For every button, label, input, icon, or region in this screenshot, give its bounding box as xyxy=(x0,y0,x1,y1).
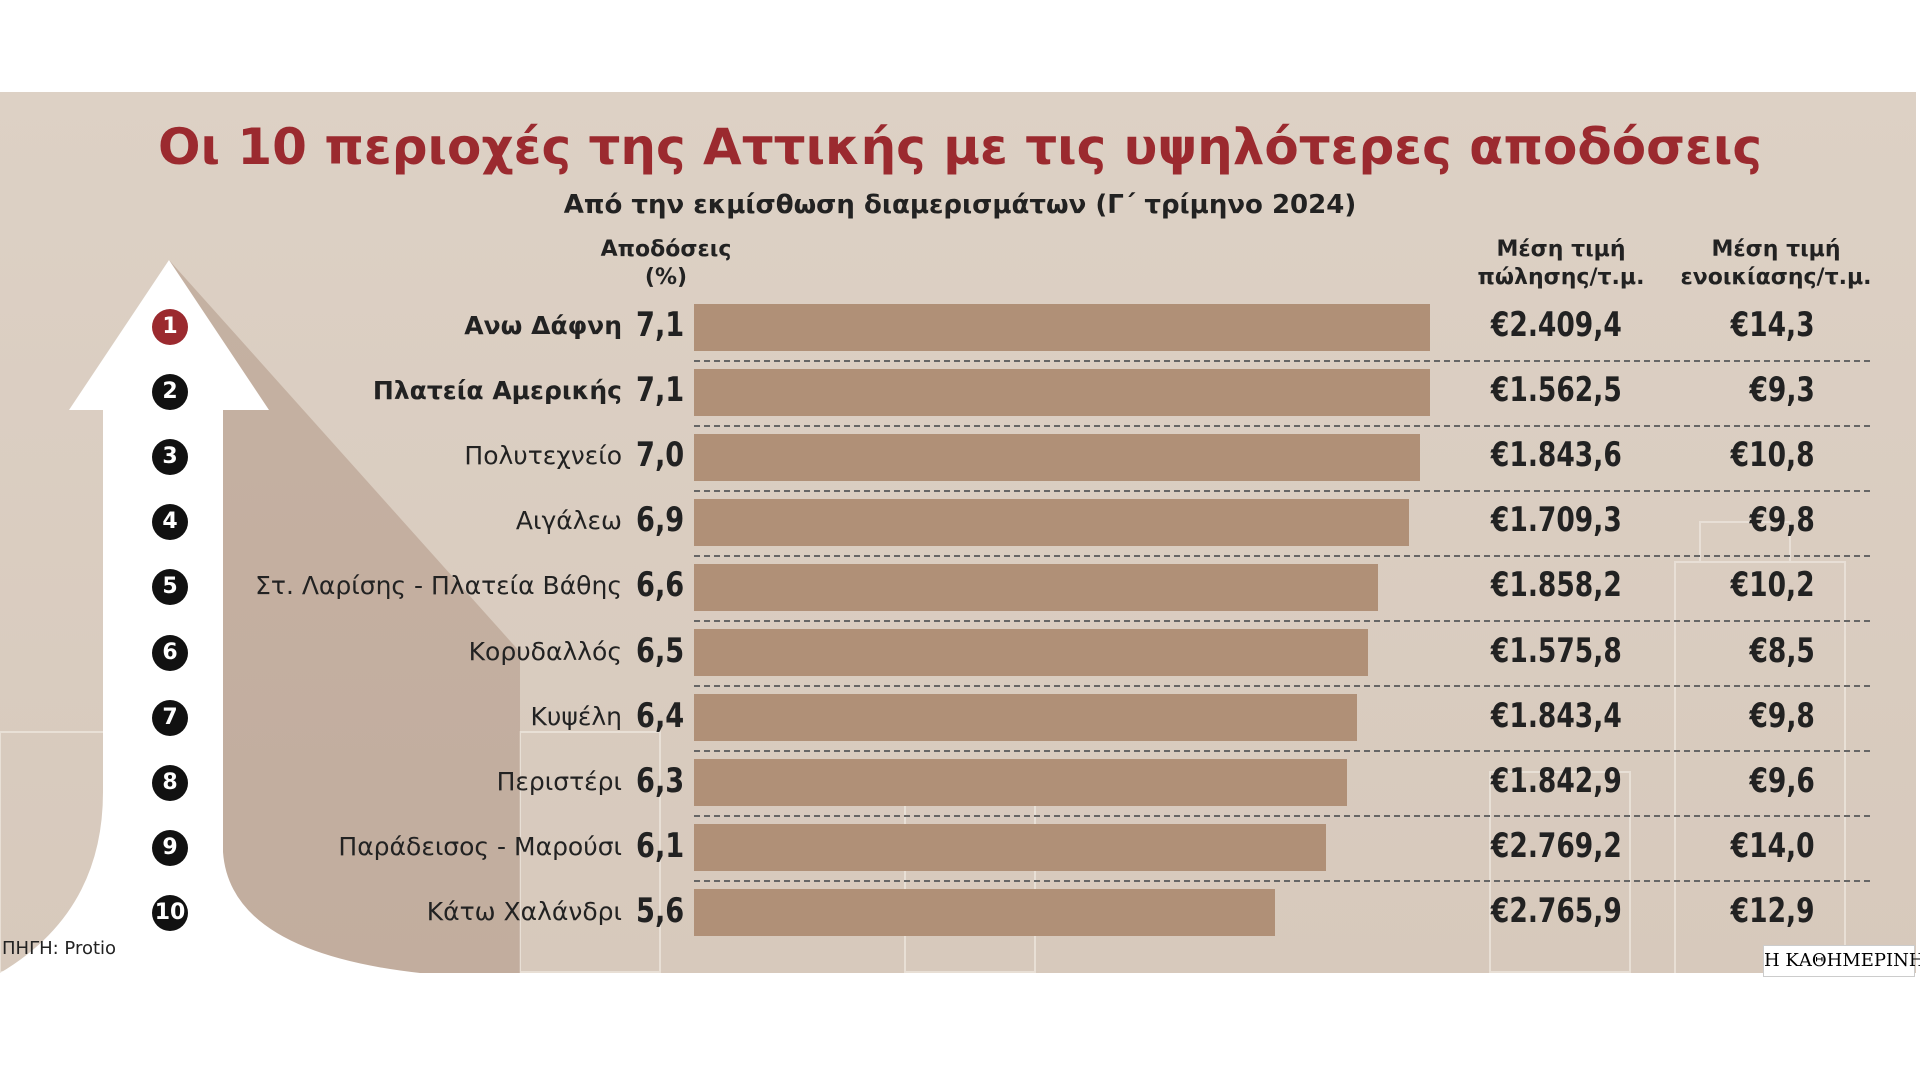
rent-price: €9,8 xyxy=(1749,500,1815,541)
rent-price: €8,5 xyxy=(1749,630,1815,671)
credit: Η ΚΑΘΗΜΕΡΙΝΗ xyxy=(1763,945,1920,977)
rank: 2 xyxy=(152,374,188,411)
sale-price: €1.709,3 xyxy=(1491,500,1622,541)
bar xyxy=(694,889,1275,937)
rank: 7 xyxy=(152,699,188,736)
category-label: Κάτω Χαλάνδρι xyxy=(426,896,622,926)
value-label: 6,3 xyxy=(635,760,684,801)
row-separator xyxy=(694,424,1870,427)
rank: 4 xyxy=(152,504,188,541)
rent-price: €10,8 xyxy=(1731,435,1815,476)
rent-price: €14,0 xyxy=(1731,825,1815,866)
value-label: 5,6 xyxy=(635,890,684,931)
bar xyxy=(694,759,1348,807)
price-header: Μέση τιμή πώλησης/τ.μ. xyxy=(1477,237,1645,290)
bar xyxy=(694,368,1430,416)
yield-header: Αποδόσεις (%) xyxy=(600,237,732,290)
category-label: Κορυδαλλός xyxy=(468,636,622,666)
value-label: 7,0 xyxy=(635,435,684,476)
bar xyxy=(694,563,1379,611)
rank: 9 xyxy=(152,829,188,866)
rent-header: Μέση τιμή ενοικίασης/τ.μ. xyxy=(1680,237,1872,290)
row-separator xyxy=(694,359,1870,362)
category-label: Αιγάλεω xyxy=(515,506,622,536)
sale-price: €1.575,8 xyxy=(1491,630,1622,671)
rank: 5 xyxy=(152,569,188,606)
category-label: Περιστέρι xyxy=(496,766,622,796)
row-separator xyxy=(694,489,1870,492)
sale-price: €1.843,6 xyxy=(1491,435,1622,476)
title: Οι 10 περιοχές της Αττικής με τις υψηλότ… xyxy=(157,118,1762,176)
bar xyxy=(694,824,1327,872)
category-label: Στ. Λαρίσης - Πλατεία Βάθης xyxy=(255,571,622,601)
row-separator xyxy=(694,685,1870,688)
bar xyxy=(694,433,1420,481)
rent-price: €9,3 xyxy=(1749,370,1815,411)
rent-price: €10,2 xyxy=(1731,565,1815,606)
rank: 10 xyxy=(152,894,188,931)
rank: 8 xyxy=(152,764,188,801)
sale-price: €2.769,2 xyxy=(1491,825,1622,866)
value-label: 6,5 xyxy=(635,630,684,671)
category-label: Παράδεισος - Μαρούσι xyxy=(338,831,622,861)
sale-price: €1.858,2 xyxy=(1491,565,1622,606)
source: ΠΗΓΗ: Protio xyxy=(2,938,117,959)
row-separator xyxy=(694,815,1870,818)
rank: 3 xyxy=(152,439,188,476)
rent-price: €9,6 xyxy=(1749,760,1815,801)
row-separator xyxy=(694,880,1870,883)
category-label: Πολυτεχνείο xyxy=(464,441,622,471)
value-label: 7,1 xyxy=(635,305,684,345)
value-label: 6,9 xyxy=(635,500,684,541)
row-separator xyxy=(694,554,1870,557)
value-label: 6,6 xyxy=(635,565,684,606)
subtitle: Από την εκμίσθωση διαμερισμάτων (Γ΄ τρίμ… xyxy=(563,190,1357,220)
row-separator xyxy=(694,750,1870,753)
value-label: 7,1 xyxy=(635,370,684,411)
row-separator xyxy=(694,619,1870,622)
sale-price: €1.843,4 xyxy=(1491,695,1622,736)
sale-price: €1.842,9 xyxy=(1491,760,1622,801)
bar xyxy=(694,303,1430,351)
rank: 1 xyxy=(152,309,188,345)
rent-price: €14,3 xyxy=(1731,305,1815,345)
sale-price: €2.765,9 xyxy=(1491,890,1622,931)
rent-price: €9,8 xyxy=(1749,695,1815,736)
value-label: 6,1 xyxy=(635,825,684,866)
bar xyxy=(694,694,1358,742)
category-label: Κυψέλη xyxy=(530,701,622,731)
bar xyxy=(694,629,1368,676)
category-label: Πλατεία Αμερικής xyxy=(372,376,622,406)
category-label: Ανω Δάφνη xyxy=(464,311,622,340)
decoration xyxy=(0,260,1846,973)
sale-price: €1.562,5 xyxy=(1491,370,1622,411)
rank: 6 xyxy=(152,634,188,671)
rent-price: €12,9 xyxy=(1731,890,1815,931)
sale-price: €2.409,4 xyxy=(1491,305,1622,345)
value-label: 6,4 xyxy=(635,695,684,736)
bar xyxy=(694,498,1410,546)
